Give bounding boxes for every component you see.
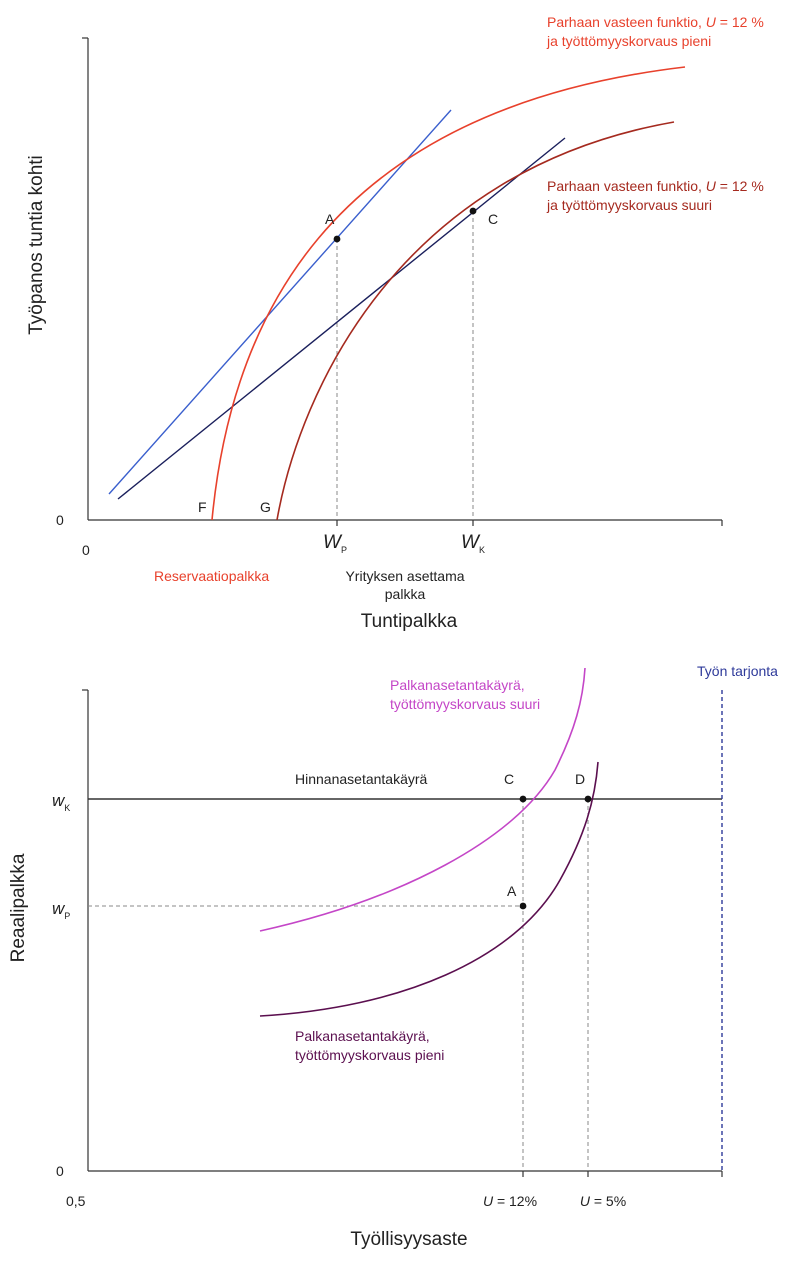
wage-setting-curve-high-benefit: [259, 667, 586, 932]
isocost-line-flat: [117, 137, 566, 500]
tick-label-wk: WK: [461, 532, 485, 555]
label-c-bottom: C: [504, 771, 514, 787]
top-x-axis-title: Tuntipalkka: [361, 611, 458, 632]
label-a-bottom: A: [507, 883, 517, 899]
best-response-low-label-line1: Parhaan vasteen funktio, U = 12 %: [547, 14, 764, 30]
reservation-wage-label: Reservaatiopalkka: [154, 568, 269, 584]
tick-label-wk-bottom: wK: [52, 791, 70, 813]
point-c-bottom: [519, 795, 527, 803]
top-y-axis-title: Työpanos tuntia kohti: [26, 155, 47, 335]
best-response-high-label-line2: ja työttömyyskorvaus suuri: [546, 197, 712, 213]
bottom-y-axis-title: Reaalipalkka: [8, 853, 29, 962]
top-x-origin-label: 0: [82, 542, 90, 558]
bottom-x-origin-label: 0,5: [66, 1193, 86, 1209]
firm-wage-label-line2: palkka: [385, 586, 426, 602]
bottom-chart: C D A wK wP 0 0,5 U = 12% U = 5% Työllis…: [8, 663, 778, 1250]
firm-wage-label-line1: Yrityksen asettama: [345, 568, 464, 584]
bottom-x-axis-title: Työllisyysaste: [350, 1229, 467, 1250]
label-g: G: [260, 499, 271, 515]
best-response-curve-high-benefit: [276, 121, 675, 521]
point-c-top: [469, 207, 477, 215]
wage-setting-curve-low-benefit: [259, 761, 599, 1017]
point-a-bottom: [519, 902, 527, 910]
tick-label-u5: U = 5%: [580, 1193, 626, 1209]
isocost-line-steep: [108, 109, 452, 495]
best-response-curve-low-benefit: [211, 66, 686, 521]
price-setting-label: Hinnanasetantakäyrä: [295, 771, 428, 787]
point-d: [584, 795, 592, 803]
tick-label-wp: WP: [323, 532, 347, 555]
label-a-top: A: [325, 211, 335, 227]
top-chart: A C F G 0 0 WP WK Reservaatiopalkka Yrit…: [26, 14, 764, 632]
top-y-origin-label: 0: [56, 512, 64, 528]
label-c-top: C: [488, 211, 498, 227]
label-f: F: [198, 499, 207, 515]
labour-supply-label: Työn tarjonta: [697, 663, 778, 679]
best-response-low-label-line2: ja työttömyyskorvaus pieni: [546, 33, 711, 49]
bottom-y-origin-label: 0: [56, 1163, 64, 1179]
point-a-top: [333, 235, 341, 243]
tick-label-wp-bottom: wP: [52, 899, 70, 921]
wage-setting-high-label-line2: työttömyyskorvaus suuri: [390, 696, 540, 712]
tick-label-u12: U = 12%: [483, 1193, 537, 1209]
label-d: D: [575, 771, 585, 787]
wage-setting-low-label-line2: työttömyyskorvaus pieni: [295, 1047, 444, 1063]
wage-setting-high-label-line1: Palkanasetantakäyrä,: [390, 677, 525, 693]
best-response-high-label-line1: Parhaan vasteen funktio, U = 12 %: [547, 178, 764, 194]
wage-setting-low-label-line1: Palkanasetantakäyrä,: [295, 1028, 430, 1044]
